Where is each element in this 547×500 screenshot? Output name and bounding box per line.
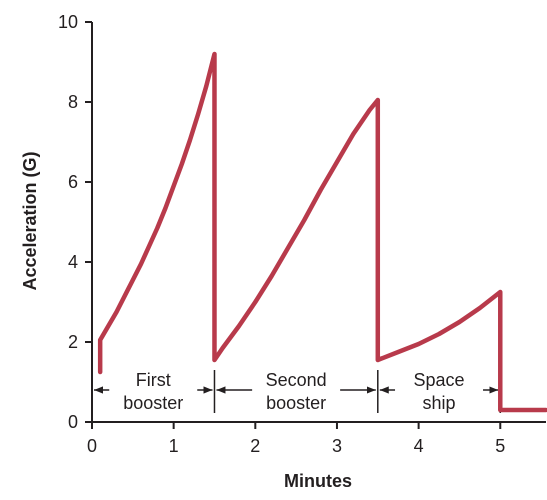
phase-label: booster [266, 393, 326, 413]
x-axis: 0 1 2 3 4 5 [87, 421, 546, 456]
y-tick-label: 10 [58, 12, 78, 32]
y-tick-label: 4 [68, 252, 78, 272]
y-tick-label: 2 [68, 332, 78, 352]
phase-label: ship [423, 393, 456, 413]
phase-label: Second [266, 370, 327, 390]
x-tick-label: 1 [169, 436, 179, 456]
acceleration-line [97, 51, 547, 413]
x-axis-title: Minutes [284, 471, 352, 491]
phase-label: First [136, 370, 171, 390]
x-tick-label: 3 [332, 436, 342, 456]
x-tick-label: 5 [495, 436, 505, 456]
x-tick-label: 4 [414, 436, 424, 456]
y-tick-label: 0 [68, 412, 78, 432]
phase-annotations: First booster Second booster Space ship [94, 370, 502, 413]
x-tick-label: 2 [250, 436, 260, 456]
y-tick-label: 6 [68, 172, 78, 192]
y-axis: 0 2 4 6 8 10 [58, 12, 93, 432]
y-axis-title: Acceleration (G) [20, 151, 40, 290]
phase-label: booster [123, 393, 183, 413]
y-tick-label: 8 [68, 92, 78, 112]
x-tick-label: 0 [87, 436, 97, 456]
series-group [97, 51, 547, 413]
phase-label: Space [414, 370, 465, 390]
